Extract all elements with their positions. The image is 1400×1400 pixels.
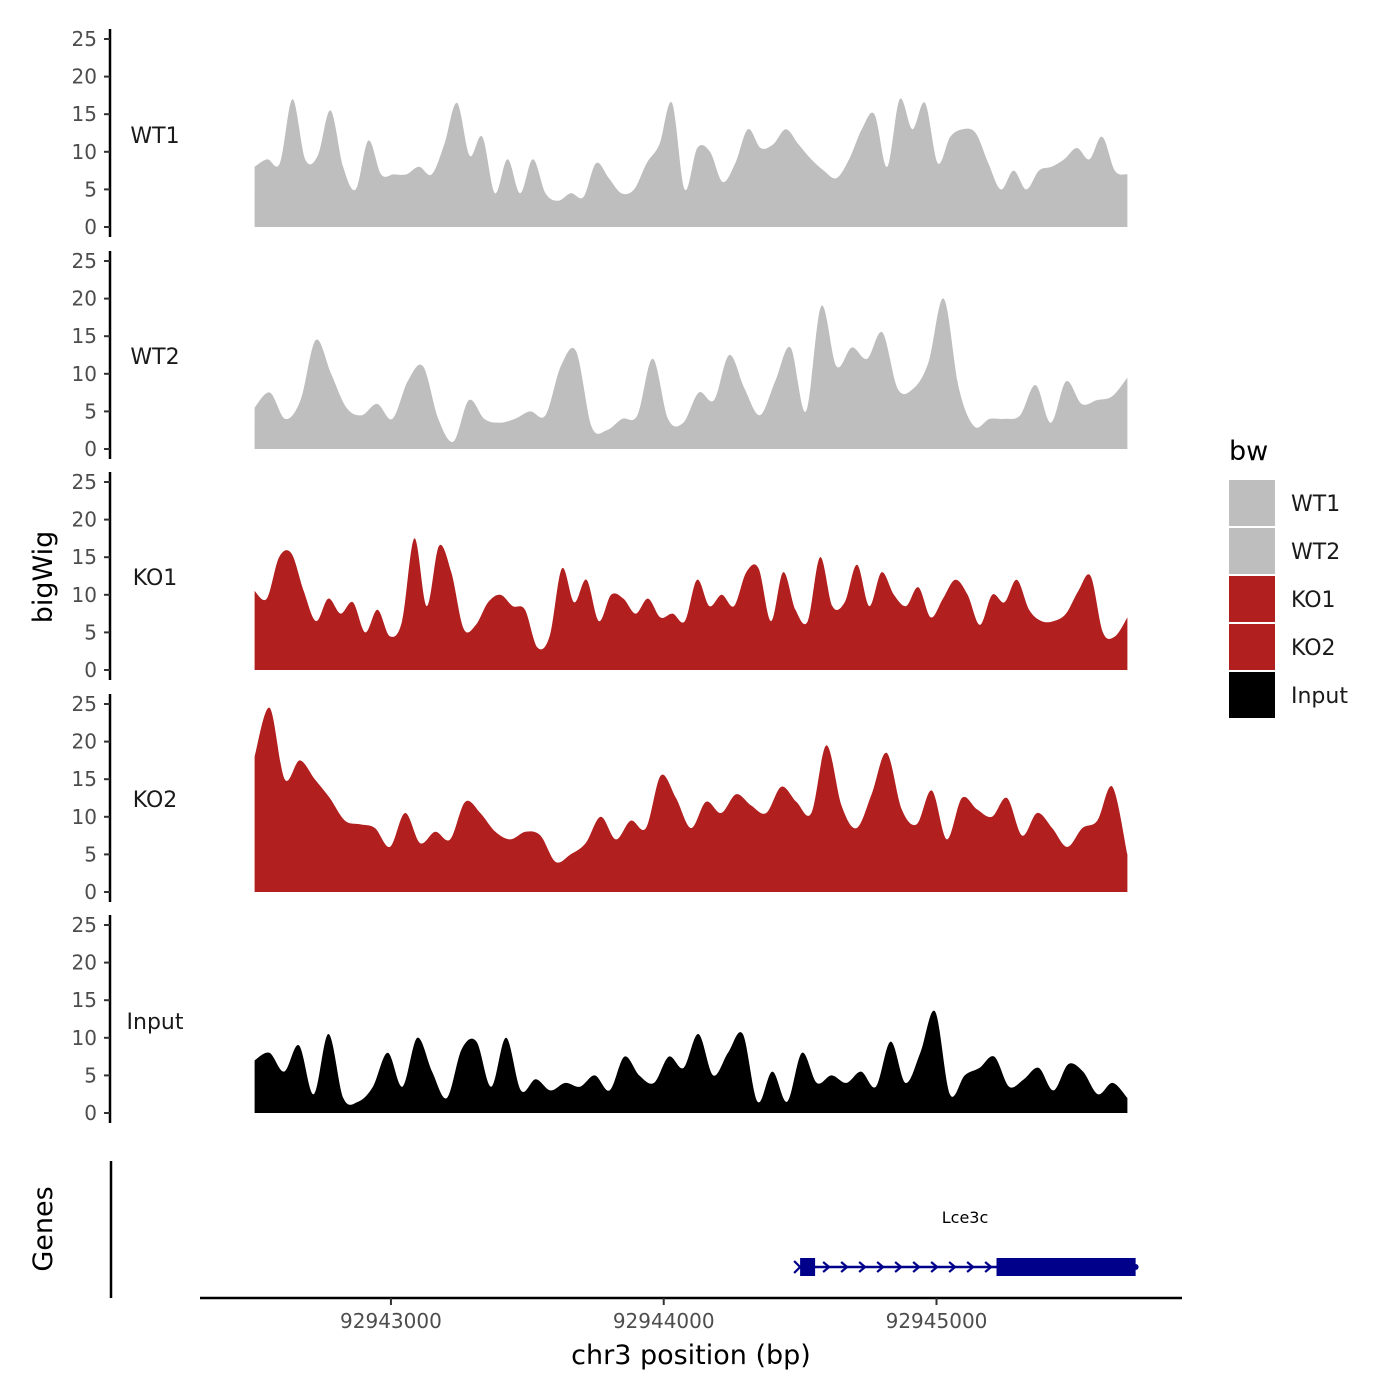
y-tick-label-Input-20: 20: [72, 951, 97, 975]
y-tick-label-WT2-0: 0: [84, 437, 97, 461]
y-axes: 0 5 10 15 20 25 0 5 10 15 20 25 0 5 10 15 20 25 0 5 10 15 20 25…: [72, 27, 112, 1125]
y-tick-label-KO1-20: 20: [72, 508, 97, 532]
x-axis-title: chr3 position (bp): [571, 1340, 811, 1371]
y-tick-label-Input-25: 25: [72, 913, 97, 937]
gene-start-marker-Lce3c: [793, 1260, 807, 1274]
bigwig-track-KO2: KO2: [133, 707, 1128, 892]
track-label-KO2: KO2: [133, 788, 178, 813]
y-tick-label-WT1-25: 25: [72, 27, 97, 51]
legend-label-KO1: KO1: [1291, 588, 1336, 613]
y-tick-label-WT1-15: 15: [72, 102, 97, 126]
coverage-area-Input: [254, 1010, 1128, 1113]
y-tick-label-WT2-5: 5: [84, 399, 97, 423]
y-tick-label-WT2-10: 10: [72, 362, 97, 386]
y-tick-label-KO1-10: 10: [72, 583, 97, 607]
legend-label-WT2: WT2: [1291, 540, 1340, 565]
x-axis: chr3 position (bp) 92943000 92944000 92945…: [200, 1296, 1182, 1371]
legend: bw WT1 WT2 KO1 KO2 Input: [1229, 436, 1348, 718]
y-tick-label-Input-5: 5: [84, 1063, 97, 1087]
y-tick-label-Input-10: 10: [72, 1026, 97, 1050]
gene-layer: [793, 1258, 1139, 1276]
bigwig-track-WT1: WT1: [130, 98, 1128, 228]
legend-key-KO1: [1229, 576, 1275, 622]
track-label-KO1: KO1: [133, 566, 178, 591]
y-tick-label-Input-15: 15: [72, 988, 97, 1012]
y-tick-label-KO1-5: 5: [84, 620, 97, 644]
y-tick-label-KO2-0: 0: [84, 880, 97, 904]
y-tick-label-WT1-20: 20: [72, 65, 97, 89]
strand-arrow-Lce3c-7: [930, 1261, 939, 1273]
legend-key-KO2: [1229, 624, 1275, 670]
strand-arrow-Lce3c-4: [876, 1261, 885, 1273]
gene-label-Lce3c: Lce3c: [942, 1208, 989, 1227]
legend-key-WT2: [1229, 528, 1275, 574]
x-tick-label-92944000: 92944000: [613, 1309, 715, 1333]
legend-title: bw: [1229, 436, 1268, 467]
legend-items: WT1 WT2 KO1 KO2 Input: [1229, 480, 1348, 718]
y-tick-label-WT2-15: 15: [72, 324, 97, 348]
strand-arrow-Lce3c-1: [822, 1261, 831, 1273]
strand-arrow-Lce3c-3: [858, 1261, 867, 1273]
coverage-area-KO1: [254, 538, 1128, 670]
strand-arrow-Lce3c-6: [912, 1261, 921, 1273]
y-axis-title: bigWig: [28, 531, 59, 624]
strand-arrow-Lce3c-5: [894, 1261, 903, 1273]
strand-arrow-Lce3c-8: [948, 1261, 957, 1273]
bigwig-track-Input: Input: [127, 1010, 1128, 1113]
bigwig-track-WT2: WT2: [130, 298, 1128, 449]
gene-exon-Lce3c-1: [800, 1258, 816, 1276]
strand-arrow-Lce3c-9: [966, 1261, 975, 1273]
y-tick-label-WT1-5: 5: [84, 177, 97, 201]
legend-label-Input: Input: [1291, 684, 1348, 709]
y-tick-label-KO2-15: 15: [72, 767, 97, 791]
track-label-WT2: WT2: [130, 345, 179, 370]
strand-arrow-Lce3c-10: [984, 1261, 993, 1273]
x-tick-label-92945000: 92945000: [886, 1309, 988, 1333]
y-tick-label-WT1-0: 0: [84, 215, 97, 239]
y-tick-label-WT2-20: 20: [72, 287, 97, 311]
y-tick-label-WT2-25: 25: [72, 249, 97, 273]
y-tick-label-KO1-15: 15: [72, 545, 97, 569]
y-tick-label-KO1-0: 0: [84, 658, 97, 682]
y-tick-label-KO2-20: 20: [72, 730, 97, 754]
legend-key-Input: [1229, 672, 1275, 718]
legend-label-KO2: KO2: [1291, 636, 1336, 661]
coverage-area-WT2: [254, 298, 1128, 449]
coverage-area-WT1: [254, 98, 1128, 228]
gene-end-marker-Lce3c: [1132, 1264, 1139, 1270]
y-tick-label-Input-0: 0: [84, 1101, 97, 1125]
y-tick-label-WT1-10: 10: [72, 140, 97, 164]
gene-track-title: Genes: [28, 1186, 59, 1271]
y-tick-label-KO2-25: 25: [72, 692, 97, 716]
gene-exon-Lce3c-2: [996, 1258, 1136, 1276]
y-tick-label-KO2-5: 5: [84, 842, 97, 866]
strand-arrow-Lce3c-2: [840, 1261, 849, 1273]
y-tick-label-KO2-10: 10: [72, 805, 97, 829]
x-tick-label-92943000: 92943000: [340, 1309, 442, 1333]
bigwig-track-KO1: KO1: [133, 538, 1128, 670]
coverage-area-KO2: [254, 707, 1128, 892]
gene-track: Genes Lce3c: [28, 1161, 1139, 1298]
track-label-Input: Input: [127, 1010, 184, 1035]
legend-label-WT1: WT1: [1291, 492, 1340, 517]
legend-key-WT1: [1229, 480, 1275, 526]
y-tick-label-KO1-25: 25: [72, 470, 97, 494]
track-label-WT1: WT1: [130, 124, 179, 149]
